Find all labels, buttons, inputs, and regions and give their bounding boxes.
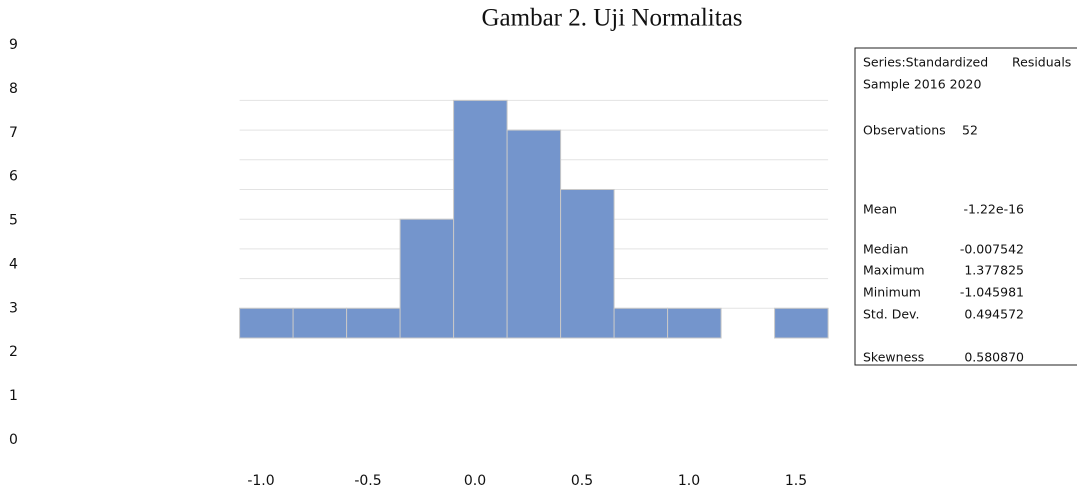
bar bbox=[239, 307, 294, 339]
y-tick-label: 7 bbox=[9, 125, 18, 141]
x-tick-label: 1.0 bbox=[678, 473, 700, 489]
y-tick-label: 1 bbox=[9, 388, 18, 404]
stats-series-name: Residuals bbox=[1012, 55, 1071, 70]
bar bbox=[506, 129, 562, 339]
y-tick-label: 8 bbox=[9, 81, 18, 97]
x-tick-label: 0.5 bbox=[571, 473, 593, 489]
stats-value: 0.494572 bbox=[964, 307, 1024, 322]
y-tick-label: 4 bbox=[9, 256, 18, 272]
stats-value: 0.580870 bbox=[964, 350, 1024, 365]
bar bbox=[613, 307, 669, 339]
stats-observations-label: Observations bbox=[863, 123, 946, 138]
stats-label: Maximum bbox=[863, 263, 925, 278]
y-tick-label: 6 bbox=[9, 169, 18, 185]
stats-label: Std. Dev. bbox=[863, 307, 919, 322]
x-tick-label: 0.0 bbox=[464, 473, 486, 489]
stats-sample: Sample 2016 2020 bbox=[863, 77, 981, 92]
x-tick-label: -1.0 bbox=[247, 473, 274, 489]
stats-label: Minimum bbox=[863, 285, 921, 300]
bar bbox=[774, 307, 829, 339]
bar bbox=[667, 307, 722, 339]
y-tick-label: 2 bbox=[9, 344, 18, 360]
bar bbox=[292, 307, 348, 339]
stats-box bbox=[854, 47, 1077, 366]
stats-value: -0.007542 bbox=[960, 242, 1024, 257]
stats-label: Mean bbox=[863, 202, 897, 217]
x-tick-label: 1.5 bbox=[785, 473, 807, 489]
stats-value: 1.377825 bbox=[964, 263, 1024, 278]
y-tick-label: 5 bbox=[9, 213, 18, 229]
stats-value: -1.045981 bbox=[960, 285, 1024, 300]
y-tick-label: 3 bbox=[9, 300, 18, 316]
chart-title: Gambar 2. Uji Normalitas bbox=[481, 5, 742, 32]
bar bbox=[560, 189, 615, 339]
bar bbox=[399, 218, 455, 339]
y-tick-label: 0 bbox=[9, 432, 18, 448]
stats-value: -1.22e-16 bbox=[964, 202, 1024, 217]
bar bbox=[453, 99, 508, 339]
stats-label: Skewness bbox=[863, 350, 924, 365]
stats-observations: 52 bbox=[962, 123, 978, 138]
x-tick-label: -0.5 bbox=[354, 473, 381, 489]
y-tick-label: 9 bbox=[9, 37, 18, 53]
bar bbox=[346, 307, 401, 339]
stats-series-label: Series:Standardized bbox=[863, 55, 988, 70]
stats-label: Median bbox=[863, 242, 908, 257]
